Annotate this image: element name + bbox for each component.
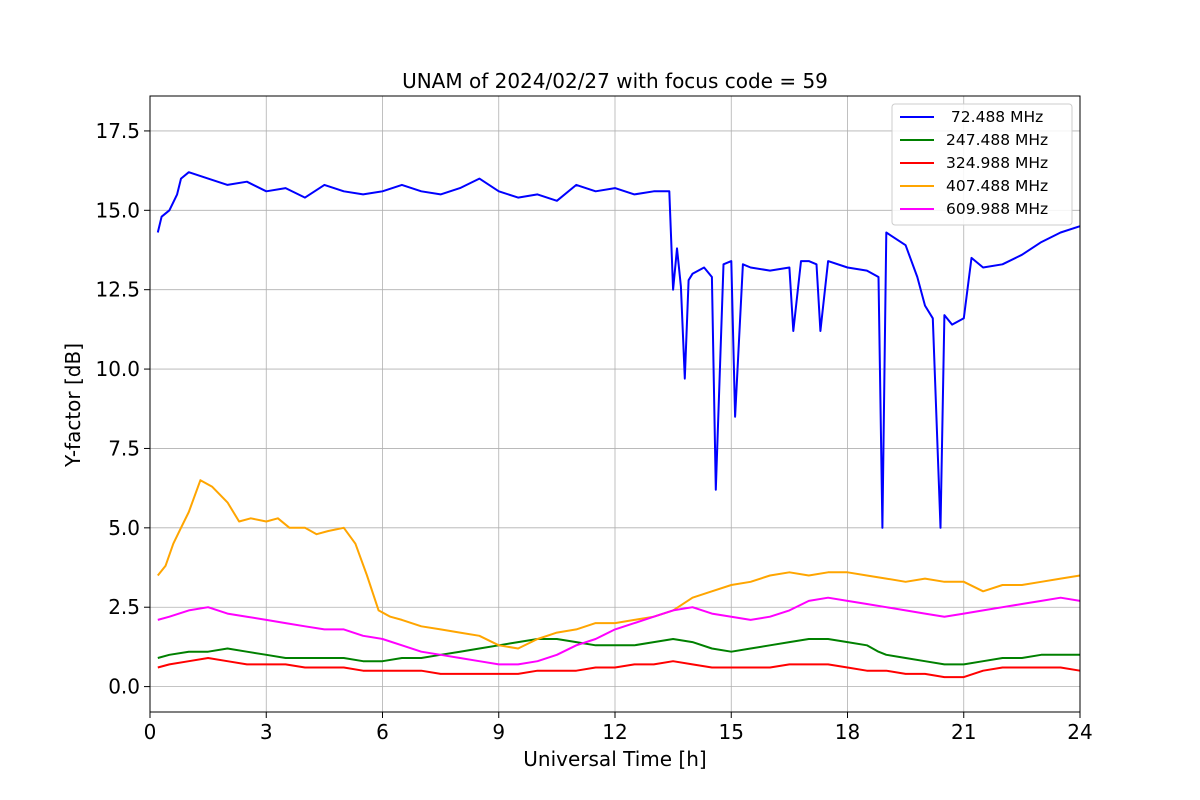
x-tick-label: 18: [835, 720, 860, 744]
series-line-3: [157, 479, 1081, 650]
y-tick-label: 12.5: [95, 278, 140, 302]
legend-label: 247.488 MHz: [946, 131, 1048, 149]
y-tick-label: 5.0: [108, 516, 140, 540]
legend-label: 72.488 MHz: [946, 108, 1043, 126]
x-tick-label: 15: [719, 720, 744, 744]
y-tick-label: 7.5: [108, 436, 140, 460]
series-line-4: [157, 596, 1081, 666]
legend: 72.488 MHz 247.488 MHz 324.988 MHz 407.488 …: [891, 103, 1073, 226]
x-tick-label: 12: [602, 720, 627, 744]
chart-title: UNAM of 2024/02/27 with focus code = 59: [402, 69, 828, 93]
y-tick-label: 17.5: [95, 119, 140, 143]
x-tick-label: 24: [1067, 720, 1092, 744]
x-tick-label: 0: [144, 720, 157, 744]
legend-label: 324.988 MHz: [946, 154, 1048, 172]
series-line-0: [156, 171, 1081, 529]
legend-box: [891, 103, 1073, 226]
series-line-1: [157, 638, 1080, 666]
y-tick-label: 0.0: [108, 675, 140, 699]
x-tick-label: 3: [260, 720, 273, 744]
legend-label: 609.988 MHz: [946, 200, 1048, 218]
y-tick-label: 15.0: [95, 198, 140, 222]
y-tick-label: 2.5: [108, 595, 140, 619]
series-line-2: [157, 657, 1081, 679]
y-tick-label: 10.0: [95, 357, 140, 381]
x-tick-label: 9: [492, 720, 505, 744]
x-tick-label: 6: [376, 720, 389, 744]
x-tick-label: 21: [951, 720, 976, 744]
x-axis-label: Universal Time [h]: [523, 747, 706, 771]
series-lines: [156, 171, 1081, 679]
axis-ticks: 0 3 6 9 12 15 18 21 24 0.0 2.5 5.0 7.5 10.0 12.5 15.0 17…: [95, 119, 1092, 744]
legend-label: 407.488 MHz: [946, 177, 1048, 195]
y-axis-label: Y-factor [dB]: [61, 343, 85, 468]
